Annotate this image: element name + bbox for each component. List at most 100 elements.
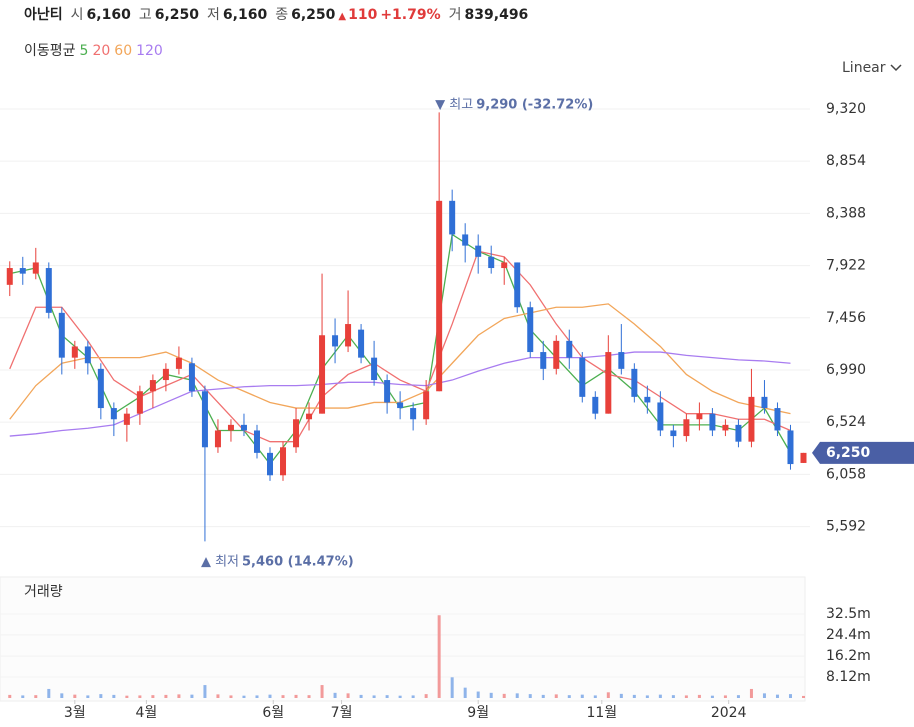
- field-value: 6,250: [291, 7, 336, 23]
- candle-body: [345, 324, 352, 347]
- volume-bar: [541, 694, 545, 698]
- volume-bar: [580, 694, 584, 698]
- candle-body: [319, 335, 326, 414]
- candle-body: [670, 430, 677, 437]
- volume-bar: [515, 693, 519, 698]
- volume-bar: [346, 693, 350, 698]
- volume-bar: [138, 695, 142, 698]
- candle-body: [188, 363, 195, 392]
- y-tick-label: 7,922: [826, 258, 866, 274]
- candle-body: [423, 391, 430, 420]
- candle-body: [436, 200, 443, 392]
- min-label-prefix: 최저: [215, 554, 239, 569]
- x-tick-label: 7월: [331, 705, 353, 721]
- x-tick-label: 4월: [135, 705, 157, 721]
- candle-body: [527, 307, 534, 353]
- volume-bar: [151, 695, 155, 698]
- volume-bar: [554, 694, 558, 698]
- candle-body: [540, 352, 547, 369]
- volume-bar: [281, 695, 285, 698]
- candle-body: [475, 245, 482, 257]
- volume-bar: [8, 694, 12, 698]
- y-tick-label: 8,854: [826, 153, 866, 169]
- field-label: 시: [70, 7, 84, 23]
- volume-bar: [437, 615, 441, 698]
- volume-bar: [73, 694, 77, 698]
- volume-tick-label: 24.4m: [826, 627, 871, 643]
- candle-body: [631, 368, 638, 397]
- candle-body: [201, 391, 208, 448]
- chevron: [890, 64, 902, 72]
- min-label: ▲ 최저 5,460 (14.47%): [201, 554, 354, 569]
- volume-bar: [567, 695, 571, 698]
- volume-bar: [411, 695, 415, 698]
- candle-body: [175, 357, 182, 369]
- price-tag-label: 6,250: [826, 445, 871, 461]
- candle-body: [149, 380, 156, 392]
- ma-legend-title: 이동평균: [24, 43, 76, 59]
- field-label: 종: [275, 7, 289, 23]
- candle-body: [618, 352, 625, 369]
- volume-bar: [697, 694, 701, 698]
- candle-body: [579, 357, 586, 397]
- y-tick-label: 6,058: [826, 466, 866, 482]
- candle-body: [110, 408, 117, 420]
- ma-legend-item: 60: [114, 43, 133, 59]
- candle-body: [32, 262, 39, 274]
- candle-body: [722, 424, 729, 431]
- candle-body: [97, 368, 104, 409]
- volume-bar: [788, 694, 792, 698]
- candle-body: [410, 408, 417, 420]
- candle-body: [709, 413, 716, 431]
- candle-body: [332, 335, 339, 347]
- volume-bar: [242, 695, 246, 698]
- volume-bar: [255, 695, 259, 698]
- volume-bar: [424, 694, 428, 698]
- change-pct: +1.79%: [380, 7, 441, 23]
- ma-legend: 이동평균 5 20 60 120: [24, 40, 167, 60]
- y-tick-label: 6,524: [826, 414, 866, 430]
- candle-body: [657, 402, 664, 431]
- max-label-text: 9,290 (-32.72%): [476, 97, 593, 112]
- scale-button[interactable]: Linear: [842, 60, 902, 76]
- candle-body: [696, 413, 703, 420]
- y-tick-label: 6,990: [826, 362, 866, 378]
- volume-bar: [632, 694, 636, 698]
- volume-bar: [216, 694, 220, 698]
- candle-body: [19, 268, 26, 274]
- volume-bar: [190, 694, 194, 698]
- candle-body: [227, 424, 234, 431]
- candle-body: [84, 346, 91, 364]
- volume-bar: [34, 695, 38, 698]
- volume-value: 839,496: [464, 7, 529, 23]
- volume-bar: [372, 695, 376, 698]
- volume-bar: [47, 688, 51, 698]
- volume-bar: [593, 695, 597, 698]
- volume-bar: [528, 694, 532, 698]
- candle-body: [644, 396, 651, 403]
- volume-bar: [268, 694, 272, 698]
- candle-body: [501, 262, 508, 269]
- volume-bar: [684, 695, 688, 698]
- candle-body: [397, 402, 404, 409]
- candle-body: [735, 424, 742, 442]
- volume-bar: [333, 692, 337, 698]
- x-tick-label: 3월: [64, 705, 86, 721]
- volume-label: 거: [448, 7, 462, 23]
- scale-label[interactable]: Linear: [842, 60, 886, 76]
- field-label: 저: [207, 7, 220, 23]
- volume-bar: [658, 694, 662, 698]
- candle-body: [267, 452, 273, 476]
- up-arrow: ▲: [338, 11, 347, 22]
- candle-body: [449, 200, 456, 235]
- volume-bar: [307, 695, 311, 698]
- stock-name: 아난티: [24, 7, 63, 23]
- volume-bar: [164, 694, 168, 698]
- volume-bar: [320, 685, 324, 698]
- volume-tick-label: 8.12m: [826, 669, 871, 685]
- candle-body: [592, 396, 599, 414]
- field-value: 6,250: [154, 7, 200, 23]
- x-tick-label: 9월: [467, 705, 489, 721]
- volume-bar: [645, 695, 649, 698]
